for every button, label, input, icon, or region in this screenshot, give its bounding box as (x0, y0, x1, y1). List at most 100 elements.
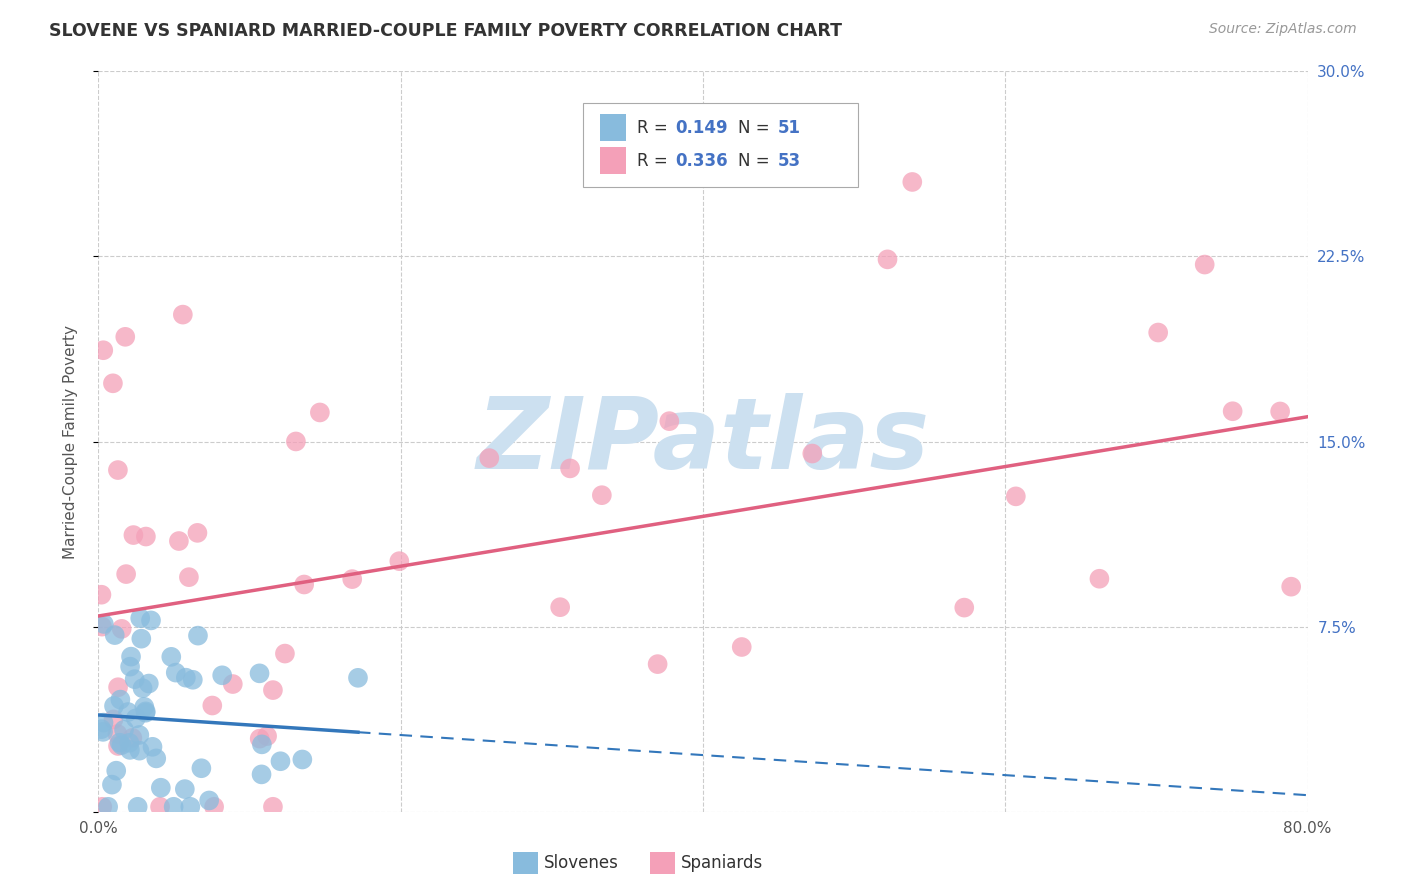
Point (1088, 572, 1111, 586)
Point (388, 554, 411, 568)
Text: ZIPatlas: ZIPatlas (477, 393, 929, 490)
Point (134, 699, 156, 714)
Point (801, 446, 824, 460)
Point (173, 782, 195, 797)
Point (953, 600, 976, 615)
Text: SLOVENE VS SPANIARD MARRIED-COUPLE FAMILY POVERTY CORRELATION CHART: SLOVENE VS SPANIARD MARRIED-COUPLE FAMIL… (49, 22, 842, 40)
Point (1194, 258, 1216, 272)
Point (731, 640, 754, 654)
Point (131, 632, 153, 646)
Point (135, 530, 157, 544)
Point (901, 175, 924, 189)
Point (107, 463, 129, 477)
Point (548, 600, 571, 615)
Y-axis label: Married-Couple Family Poverty: Married-Couple Family Poverty (63, 325, 77, 558)
Point (105, 764, 128, 778)
Point (120, 649, 142, 664)
Point (1005, 489, 1028, 503)
Text: Source: ZipAtlas.com: Source: ZipAtlas.com (1209, 22, 1357, 37)
Point (1320, 566, 1343, 580)
Point (138, 676, 160, 690)
Point (91, 619, 114, 633)
Point (198, 793, 221, 807)
Point (139, 614, 162, 628)
Point (262, 799, 284, 814)
Text: 0.149: 0.149 (675, 119, 727, 136)
Point (112, 723, 135, 737)
Point (104, 628, 127, 642)
Point (103, 698, 125, 713)
Point (124, 672, 146, 686)
Text: 0.336: 0.336 (675, 152, 727, 169)
Point (129, 611, 152, 625)
Point (172, 308, 194, 322)
Point (211, 668, 233, 682)
Point (101, 778, 124, 792)
Text: N =: N = (738, 152, 775, 169)
Point (1279, 580, 1302, 594)
Point (141, 739, 163, 754)
Text: 51: 51 (778, 119, 800, 136)
Point (114, 330, 136, 344)
Point (181, 673, 204, 687)
Point (91, 799, 114, 814)
Point (91, 724, 114, 739)
Point (1147, 326, 1170, 340)
Point (202, 799, 225, 814)
Point (120, 659, 142, 673)
Text: Slovenes: Slovenes (544, 854, 619, 871)
Point (186, 525, 208, 540)
Point (93, 617, 115, 632)
Point (110, 692, 132, 706)
Point (91, 343, 114, 358)
Point (145, 751, 167, 765)
Point (179, 799, 201, 814)
Point (107, 680, 129, 694)
Point (177, 570, 200, 584)
Point (222, 677, 245, 691)
Point (121, 731, 143, 745)
Text: Spaniards: Spaniards (681, 854, 762, 871)
Point (107, 727, 129, 741)
Point (658, 414, 681, 428)
Point (125, 711, 148, 725)
Point (118, 743, 141, 757)
Point (97, 799, 120, 814)
Point (274, 647, 297, 661)
Point (128, 728, 150, 742)
Text: 53: 53 (778, 152, 800, 169)
Point (1222, 404, 1244, 418)
Point (201, 698, 224, 713)
Point (249, 731, 271, 746)
Point (284, 434, 307, 449)
Point (111, 622, 134, 636)
Point (478, 451, 501, 466)
Text: N =: N = (738, 119, 775, 136)
Point (167, 534, 190, 549)
Point (149, 799, 172, 814)
Point (591, 488, 613, 502)
Text: R =: R = (637, 152, 673, 169)
Point (122, 528, 145, 542)
Point (93, 715, 115, 730)
Point (103, 713, 125, 727)
Point (190, 761, 212, 775)
Point (342, 572, 364, 586)
Text: R =: R = (637, 119, 673, 136)
Point (165, 665, 187, 680)
Point (250, 767, 273, 781)
Point (160, 649, 183, 664)
Point (174, 671, 197, 685)
Point (291, 752, 314, 766)
Point (118, 736, 141, 750)
Point (162, 799, 184, 814)
Point (1268, 404, 1291, 418)
Point (128, 744, 150, 758)
Point (262, 683, 284, 698)
Point (647, 657, 669, 672)
Point (108, 736, 131, 750)
Point (107, 739, 129, 753)
Point (90, 588, 112, 602)
Point (117, 705, 139, 719)
Point (558, 461, 581, 475)
